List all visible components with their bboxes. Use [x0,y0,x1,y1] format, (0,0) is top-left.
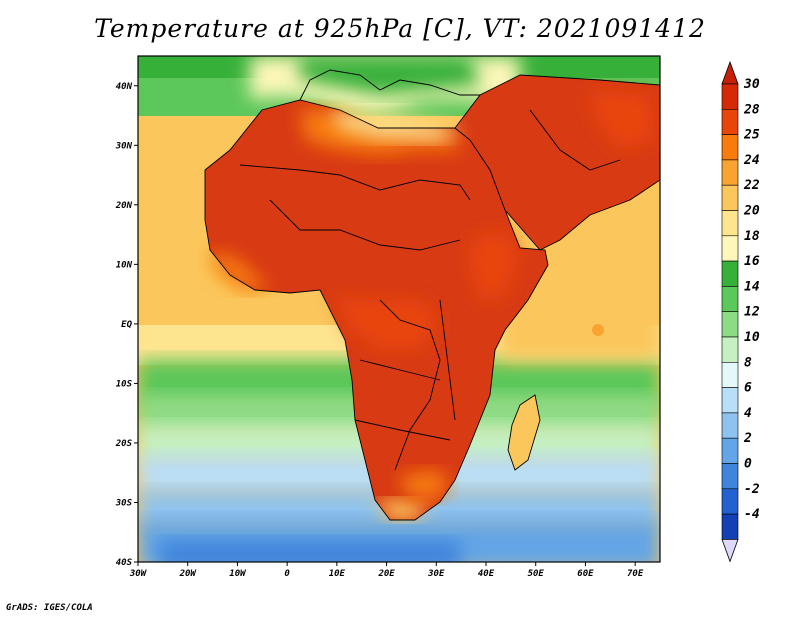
colorbar-label: 18 [744,229,760,244]
lon-tick-label: 0 [284,569,290,579]
colorbar-segment [721,159,739,186]
lon-tick-label: 60E [577,569,594,579]
map-title: Temperature at 925hPa [C], VT: 202109141… [94,14,706,43]
lon-tick-label: 30E [427,569,445,579]
colorbar-label: 8 [744,355,752,370]
colorbar-label: 4 [744,406,752,421]
colorbar-label: 30 [743,77,760,92]
colorbar-label: 25 [743,128,760,143]
colorbar-segment [721,513,739,540]
lat-tick-label: 40N [116,82,133,92]
lon-tick-label: 40E [478,569,495,579]
lon-tick-label: 50E [528,569,545,579]
coastlines [204,69,660,521]
colorbar-segment [721,361,739,388]
colorbar-segment [721,311,739,338]
lat-tick-label: 20N [115,201,133,211]
colorbar-bottom-arrow [721,539,739,563]
colorbar-label: 14 [744,279,760,294]
lon-tick-label: 10W [229,569,247,579]
lon-tick-label: 70E [627,569,644,579]
colorbar-segment [721,260,739,287]
colorbar-segment [721,210,739,237]
axis-ticks: 30W 20W 10W 0 10E 20E 30E 40E 50E 60E 70E 40N 30N 20N… [115,82,644,579]
colorbar-segment [721,109,739,135]
colorbar-label: 10 [744,330,760,345]
lat-tick-label: 20S [115,439,133,449]
colorbar-label: 16 [744,254,760,269]
lat-tick-label: 30N [115,141,133,151]
colorbar-segment [721,83,739,110]
colorbar-label: 22 [743,178,760,193]
lat-tick-label: 10S [116,379,133,389]
lon-tick-label: 20W [179,569,198,579]
colorbar-label: 12 [744,305,760,320]
colorbar-segment [721,286,739,312]
colorbar-segment [721,184,739,211]
lat-tick-label: EQ [121,320,132,330]
colorbar-segment [721,387,739,414]
lat-tick-label: 40S [116,558,133,568]
colorbar-label: 2 [743,431,752,446]
colorbar-segment [721,488,739,515]
colorbar-label: -4 [744,507,760,522]
colorbar-label: 24 [743,153,760,168]
colorbar-label: 28 [743,102,760,117]
colorbar-segment [721,437,739,464]
lat-tick-label: 10N [116,260,133,270]
temperature-field [138,56,660,562]
lat-tick-label: 30S [115,498,133,508]
colorbar-segment [721,412,739,439]
colorbar-segment [721,134,739,161]
credit-label: GrADS: IGES/COLA [6,603,93,613]
colorbar-segment [721,463,739,490]
lon-tick-label: 20E [377,569,395,579]
colorbar-label: 6 [744,381,752,396]
colorbar-label: 20 [743,204,760,219]
colorbar-label: -2 [744,482,760,497]
colorbar-top-arrow [721,60,739,85]
lon-tick-label: 10E [329,569,346,579]
lon-tick-label: 30W [129,569,148,579]
map-frame [137,55,661,563]
colorbar-segment [721,336,739,363]
colorbar-label: 0 [744,457,752,472]
colorbar-segment [721,235,739,262]
